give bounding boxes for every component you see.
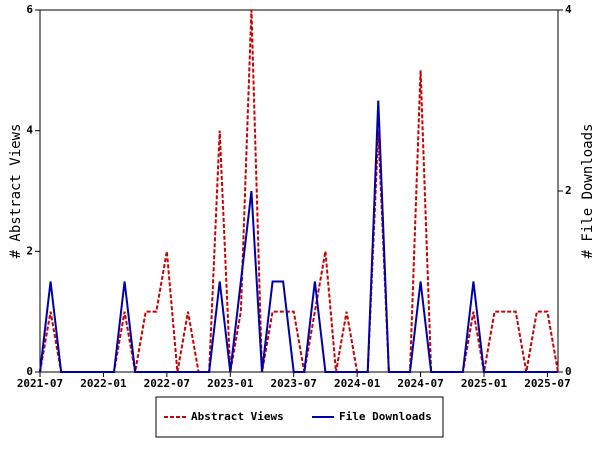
- x-tick-label: 2024-01: [334, 377, 381, 390]
- x-tick-label: 2022-07: [144, 377, 190, 390]
- y-tick-label: 4: [26, 124, 33, 137]
- plot-frame: [39, 9, 559, 373]
- y2-tick-label: 4: [565, 3, 572, 16]
- y2-axis-label: # File Downloads: [580, 124, 596, 259]
- x-tick-label: 2024-07: [397, 377, 443, 390]
- legend-label: Abstract Views: [191, 410, 284, 423]
- series-line: [39, 100, 558, 373]
- x-tick-label: 2022-01: [80, 377, 127, 390]
- x-tick-label: 2025-01: [461, 377, 508, 390]
- x-tick-label: 2021-07: [17, 377, 63, 390]
- y-tick-label: 2: [26, 244, 33, 257]
- y-axis-label: # Abstract Views: [8, 124, 24, 259]
- legend-box: [155, 396, 444, 438]
- x-tick-label: 2023-07: [271, 377, 317, 390]
- y-tick-label: 0: [26, 365, 33, 378]
- x-tick-label: 2025-07: [524, 377, 570, 390]
- y2-tick-label: 0: [565, 365, 572, 378]
- y-tick-label: 6: [26, 3, 33, 16]
- y2-tick-label: 2: [565, 184, 572, 197]
- x-tick-label: 2023-01: [207, 377, 254, 390]
- series-line: [39, 9, 559, 373]
- legend-label: File Downloads: [339, 410, 432, 423]
